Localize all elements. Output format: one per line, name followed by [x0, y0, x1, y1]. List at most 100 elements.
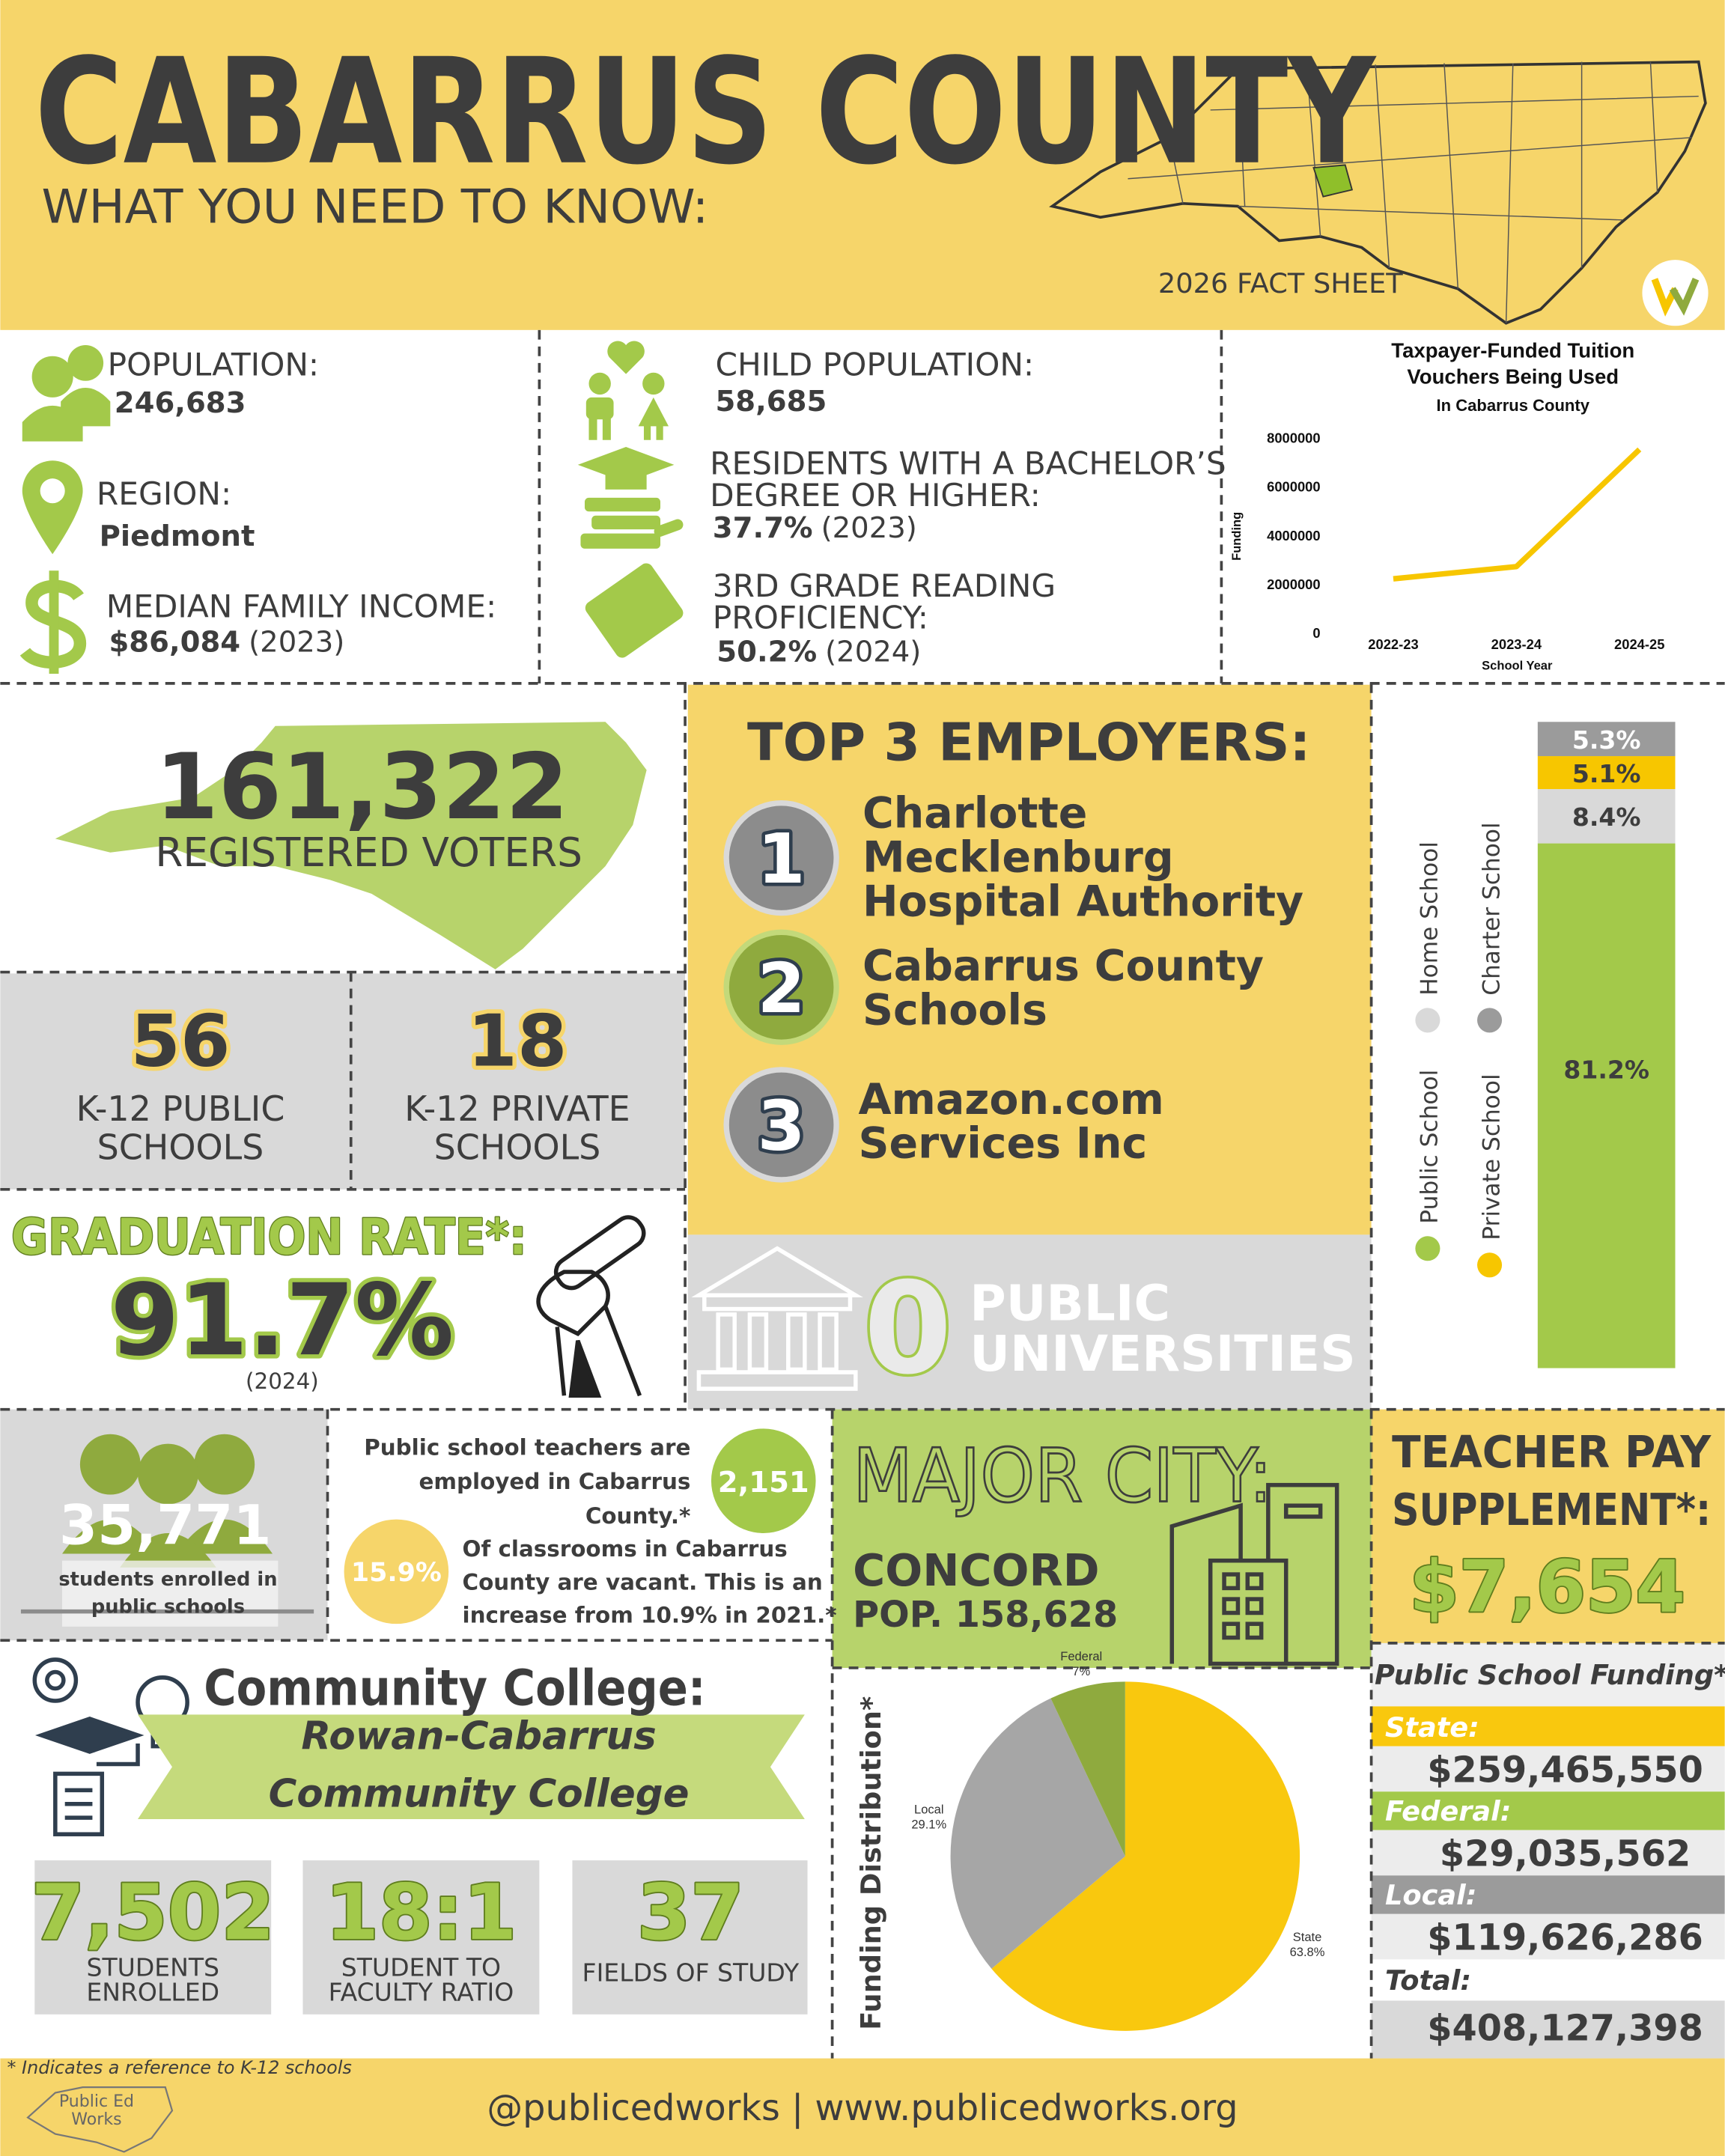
value-label: 5.1% [1572, 759, 1641, 788]
teacher-pay-title: SUPPLEMENT*: [1392, 1484, 1711, 1535]
vacancy-value: 15.9% [351, 1558, 442, 1588]
pie-value-label: 63.8% [1290, 1945, 1325, 1959]
teachers-value: 2,151 [718, 1466, 809, 1499]
teachers-text: employed in Cabarrus [419, 1469, 690, 1494]
major-city-name: CONCORD [853, 1544, 1099, 1596]
rank-badge [723, 800, 839, 916]
title: CABARRUS COUNTY [34, 27, 1376, 197]
rect [588, 416, 597, 440]
employer-name: Cabarrus County [862, 942, 1264, 991]
college-stat-label: STUDENT TO [341, 1952, 501, 1982]
students-label-bg [62, 1560, 279, 1627]
circle [45, 1669, 66, 1691]
stat-box [572, 1860, 808, 2015]
x-tick-label: 2022-23 [1368, 636, 1418, 652]
graduation-value: 91.7% [111, 1263, 454, 1378]
legend-marker [1477, 1252, 1503, 1278]
x-tick-label: 2023-24 [1491, 636, 1542, 652]
circle [194, 1434, 255, 1495]
circle [32, 1657, 79, 1703]
funding-label: Federal: [1385, 1795, 1511, 1827]
icon-region [22, 460, 83, 555]
chart-title: Taxpayer-Funded Tuition [1391, 339, 1634, 362]
rect [580, 533, 660, 549]
fact-label: RESIDENTS WITH A BACHELOR’S [710, 445, 1226, 482]
y-tick-label: 0 [1312, 625, 1320, 641]
footer-logo-map [26, 2086, 174, 2153]
major-city-title: MAJOR CITY: [853, 1434, 1272, 1520]
college-stat-value: 18:1 [326, 1869, 517, 1958]
logo-mark [1651, 278, 1679, 317]
path [176, 1519, 273, 1554]
rect [591, 515, 660, 530]
rect [643, 423, 651, 440]
icon-education [577, 446, 684, 549]
legend-label: Private School [1478, 1074, 1505, 1240]
schools-value: 56 [131, 999, 231, 1082]
employer-name: Amazon.com [858, 1075, 1163, 1124]
rect [584, 497, 660, 512]
teachers-badge [711, 1428, 816, 1533]
rank-badge [723, 1067, 839, 1183]
rect [1245, 1597, 1264, 1616]
polygon [577, 446, 675, 483]
funding-value: $408,127,398 [1427, 2009, 1703, 2050]
icon-population [22, 345, 111, 442]
funding-header-bg [1371, 1642, 1725, 1707]
icon-city [1169, 1482, 1339, 1666]
funding-value-bg [1371, 1913, 1725, 1960]
path [120, 1532, 216, 1568]
footer-logo: Works [71, 2110, 121, 2129]
y-tick-label: 2000000 [1267, 576, 1320, 592]
path [22, 405, 83, 442]
college-banner [138, 1714, 805, 1819]
college-name: Community College [269, 1771, 690, 1816]
rect [553, 1215, 646, 1291]
path [607, 341, 645, 374]
icon-college [32, 1657, 189, 1836]
pie-slice [991, 1681, 1300, 2031]
rect [818, 1312, 839, 1372]
employer-name: Charlotte [862, 789, 1087, 838]
rect [605, 472, 647, 490]
icon-students [62, 1434, 273, 1568]
schools-label: SCHOOLS [434, 1127, 601, 1167]
rect [1222, 1597, 1241, 1616]
universities-label: UNIVERSITIES [970, 1325, 1356, 1383]
bar-segment [1537, 789, 1676, 844]
major-city-population: POP. 158,628 [853, 1595, 1118, 1636]
fact-label: MEDIAN FAMILY INCOME: [106, 588, 497, 625]
footer-links: @publicedworks | www.publicedworks.org [487, 2088, 1238, 2129]
fact-value: 37.7% (2023) [713, 511, 917, 545]
vacancy-text: increase from 10.9% in 2021.* [463, 1602, 837, 1627]
employer-name: Services Inc [858, 1119, 1147, 1169]
stat-box [34, 1860, 272, 2015]
employer-rank: 3 [758, 1086, 806, 1166]
schools-label: K-12 PRIVATE [404, 1088, 630, 1129]
bar-segment [1537, 843, 1676, 1368]
rect [786, 1312, 807, 1372]
y-axis-label: Funding [1229, 512, 1244, 561]
graduation-label: GRADUATION RATE*: [11, 1208, 527, 1266]
bar-segment [1537, 722, 1676, 757]
funding-label: Local: [1385, 1879, 1476, 1911]
fact-value: 50.2% (2024) [717, 635, 921, 669]
legend-marker [1477, 1008, 1503, 1033]
circle [138, 1443, 198, 1505]
pie-slice [950, 1698, 1125, 1969]
rect [1222, 1621, 1241, 1640]
fact-label: CHILD POPULATION: [715, 346, 1034, 383]
chart-title: Funding Distribution* [855, 1696, 887, 2030]
rect [602, 416, 611, 440]
icon-region-hole [40, 478, 65, 504]
vacancy-text: County are vacant. This is an [463, 1569, 823, 1595]
footer-logo: Public Ed [59, 2092, 134, 2111]
pie-label: Federal [1060, 1649, 1102, 1663]
rect [1245, 1572, 1264, 1591]
county-lines [1128, 61, 1699, 323]
logo-mark [1669, 278, 1700, 316]
value-label: 5.3% [1572, 725, 1641, 755]
funding-value: $29,035,562 [1440, 1833, 1691, 1875]
polygon [34, 1717, 144, 1754]
funding-value-bg [1371, 2000, 1725, 2059]
